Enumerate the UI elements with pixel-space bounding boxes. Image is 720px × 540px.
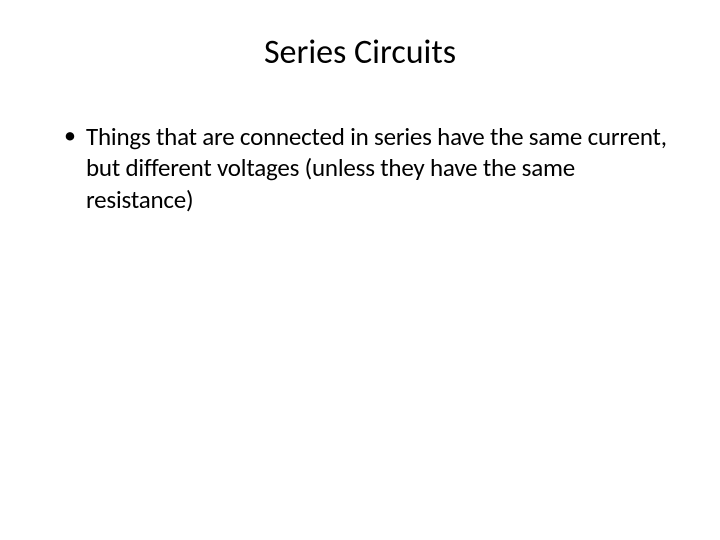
bullet-list: Things that are connected in series have… [60, 121, 670, 215]
slide-container: Series Circuits Things that are connecte… [0, 0, 720, 540]
slide-content: Things that are connected in series have… [50, 121, 670, 215]
slide-title: Series Circuits [50, 32, 670, 73]
bullet-item: Things that are connected in series have… [60, 121, 670, 215]
